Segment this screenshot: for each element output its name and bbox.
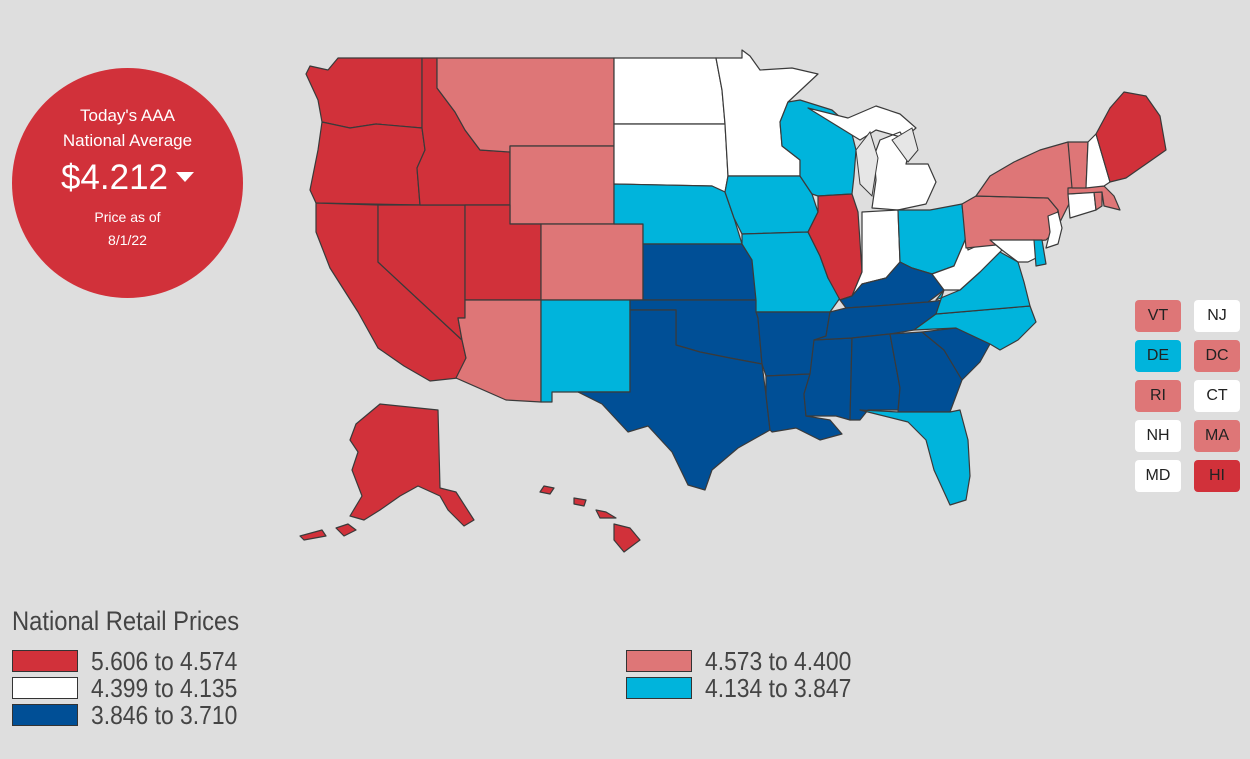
legend-swatch [626, 650, 692, 672]
legend-label: 4.134 to 3.847 [705, 672, 852, 703]
legend-range-low: 4.134 to 3.847 [626, 673, 871, 703]
state-chip-ct[interactable]: CT [1194, 380, 1240, 412]
legend-swatch [12, 704, 78, 726]
state-KS[interactable] [642, 243, 757, 301]
state-MA[interactable] [1067, 185, 1121, 211]
legend-swatch [12, 650, 78, 672]
national-average-price: $4.212 [12, 158, 243, 198]
state-TX[interactable] [577, 309, 771, 491]
legend-range-mid: 4.399 to 4.135 [12, 673, 257, 703]
legend-swatch [626, 677, 692, 699]
state-chip-ri[interactable]: RI [1135, 380, 1181, 412]
legend-range-high: 4.573 to 4.400 [626, 646, 871, 676]
state-NH[interactable] [1085, 133, 1111, 189]
state-chip-dc[interactable]: DC [1194, 340, 1240, 372]
state-chip-ma[interactable]: MA [1194, 420, 1240, 452]
legend-label: 4.399 to 4.135 [91, 672, 238, 703]
state-ME[interactable] [1095, 91, 1167, 183]
legend-swatch [12, 677, 78, 699]
state-AK[interactable] [299, 403, 475, 541]
great-lakes [855, 127, 919, 198]
state-CO[interactable] [540, 223, 644, 301]
state-CT[interactable] [1067, 191, 1097, 219]
state-NM[interactable] [540, 299, 631, 403]
state-IA[interactable] [724, 175, 819, 235]
legend-label: 4.573 to 4.400 [705, 645, 852, 676]
badge-title-line1: Today's AAA [80, 106, 175, 125]
state-FL[interactable] [859, 409, 971, 506]
state-WY[interactable] [509, 145, 615, 225]
state-TN[interactable] [813, 299, 945, 341]
state-ND[interactable] [613, 57, 726, 125]
legend-label: 3.846 to 3.710 [91, 699, 238, 730]
state-DE[interactable] [1033, 239, 1047, 267]
state-VT[interactable] [1067, 141, 1089, 189]
state-AZ[interactable] [455, 299, 542, 403]
legend-range-lowest: 3.846 to 3.710 [12, 700, 257, 730]
state-chip-hi[interactable]: HI [1194, 460, 1240, 492]
state-OR[interactable] [309, 121, 426, 206]
national-average-badge: Today's AAA National Average $4.212 Pric… [12, 68, 243, 298]
state-RI[interactable] [1093, 191, 1103, 211]
state-chip-nh[interactable]: NH [1135, 420, 1181, 452]
state-chip-de[interactable]: DE [1135, 340, 1181, 372]
state-HI[interactable] [539, 485, 641, 553]
legend-title: National Retail Prices [12, 606, 240, 636]
state-chip-md[interactable]: MD [1135, 460, 1181, 492]
price-date-label: Price as of [94, 209, 161, 225]
state-SD[interactable] [613, 123, 729, 193]
state-WA[interactable] [305, 57, 423, 129]
legend-label: 5.606 to 4.574 [91, 645, 238, 676]
price-value: $4.212 [60, 158, 169, 197]
caret-down-icon [176, 171, 195, 182]
legend-range-highest: 5.606 to 4.574 [12, 646, 257, 676]
state-chip-nj[interactable]: NJ [1194, 300, 1240, 332]
state-chip-vt[interactable]: VT [1135, 300, 1181, 332]
state-NJ[interactable] [1045, 211, 1063, 249]
price-date-value: 8/1/22 [108, 232, 147, 248]
badge-title-line2: National Average [62, 131, 193, 150]
us-gas-price-map [299, 49, 1167, 553]
